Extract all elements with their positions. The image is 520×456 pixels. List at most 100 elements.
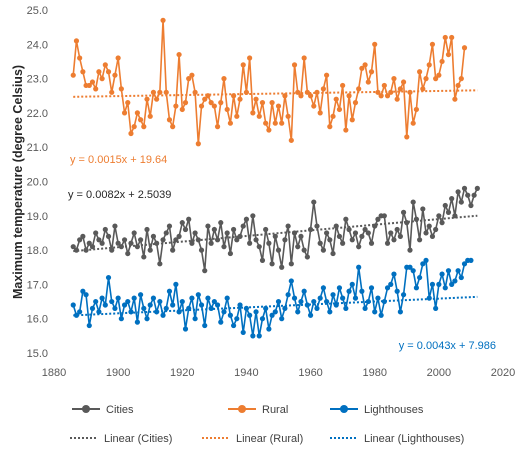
data-point-rural	[413, 106, 420, 113]
data-point-rural	[141, 124, 147, 130]
data-point-cities	[445, 209, 452, 215]
data-point-lighthouses	[160, 312, 166, 318]
data-point-lighthouses	[442, 285, 448, 291]
data-point-cities	[311, 199, 317, 205]
data-point-cities	[263, 226, 269, 233]
data-point-rural	[205, 93, 211, 99]
data-point-rural	[73, 38, 80, 44]
data-point-cities	[250, 213, 256, 219]
data-point-rural	[234, 113, 240, 119]
data-point-lighthouses	[340, 295, 346, 301]
data-point-cities	[112, 223, 118, 229]
data-point-lighthouses	[426, 295, 432, 301]
data-point-rural	[214, 124, 221, 130]
data-point-rural	[89, 79, 96, 85]
data-point-cities	[182, 226, 189, 233]
data-point-cities	[105, 233, 112, 239]
data-point-rural	[80, 69, 86, 75]
series-rural	[70, 17, 468, 147]
data-point-rural	[285, 113, 291, 119]
data-point-rural	[218, 100, 224, 106]
data-point-lighthouses	[125, 298, 131, 305]
data-point-rural	[375, 89, 381, 95]
data-point-lighthouses	[288, 278, 294, 284]
data-point-cities	[317, 240, 323, 246]
data-point-lighthouses	[352, 295, 359, 301]
data-point-rural	[388, 89, 394, 95]
x-tick-label: 1880	[42, 367, 66, 379]
data-point-lighthouses	[214, 302, 221, 308]
data-point-lighthouses	[253, 309, 259, 315]
data-point-lighthouses	[263, 305, 269, 312]
data-point-cities	[397, 233, 403, 239]
data-point-cities	[150, 233, 157, 239]
data-point-cities	[298, 233, 304, 239]
data-point-lighthouses	[279, 316, 285, 322]
data-point-lighthouses	[211, 298, 217, 305]
x-axis-ticks: 1880 1900 1920 1940 1960 1980 2000 2020	[42, 367, 515, 379]
data-point-lighthouses	[375, 295, 381, 301]
data-point-cities	[147, 247, 153, 253]
data-point-cities	[372, 223, 378, 229]
data-point-rural	[70, 72, 76, 78]
data-point-cities	[176, 233, 182, 239]
data-point-lighthouses	[83, 292, 89, 298]
data-point-rural	[343, 127, 349, 133]
data-point-cities	[211, 226, 217, 233]
data-point-lighthouses	[105, 274, 112, 281]
data-point-lighthouses	[198, 302, 205, 308]
data-point-cities	[420, 206, 426, 212]
legend-trendline-label-rural: Linear (Rural)	[236, 433, 303, 445]
data-point-rural	[365, 79, 371, 85]
data-point-lighthouses	[227, 312, 233, 318]
data-point-cities	[449, 196, 455, 202]
data-point-cities	[320, 247, 326, 253]
data-point-rural	[378, 93, 384, 99]
data-point-cities	[205, 223, 211, 229]
trendline-equations: y = 0.0082x + 2.5039 y = 0.0015x + 19.64 y…	[68, 154, 496, 352]
data-point-rural	[336, 106, 343, 113]
data-point-cities	[109, 247, 115, 253]
data-point-cities	[73, 247, 80, 253]
data-point-cities	[465, 192, 471, 198]
y-tick-label: 25.0	[27, 5, 48, 17]
data-point-rural	[121, 110, 128, 116]
data-point-lighthouses	[388, 281, 394, 287]
data-point-lighthouses	[266, 326, 272, 332]
data-point-cities	[413, 216, 420, 222]
legend-trendline-label-lighthouses: Linear (Lighthouses)	[364, 433, 464, 445]
data-point-lighthouses	[131, 295, 137, 301]
data-point-cities	[121, 237, 128, 243]
data-point-rural	[394, 96, 400, 102]
legend-label-cities: Cities	[106, 404, 134, 416]
data-point-cities	[282, 237, 288, 243]
data-point-cities	[218, 220, 224, 226]
data-point-rural	[86, 82, 92, 89]
data-point-rural	[202, 96, 208, 102]
data-point-rural	[208, 100, 214, 106]
data-point-cities	[352, 230, 359, 236]
data-point-cities	[423, 230, 429, 236]
data-point-rural	[368, 69, 375, 75]
data-point-lighthouses	[343, 305, 349, 312]
data-point-rural	[327, 124, 333, 130]
data-point-lighthouses	[195, 292, 201, 298]
data-point-cities	[99, 240, 105, 246]
legend-marker-cities	[82, 405, 90, 413]
data-point-cities	[333, 223, 339, 229]
data-point-rural	[102, 62, 108, 68]
data-point-rural	[224, 106, 230, 113]
data-point-cities	[247, 240, 253, 246]
data-point-cities	[208, 240, 214, 246]
data-point-rural	[256, 113, 262, 119]
data-point-lighthouses	[89, 305, 96, 312]
data-point-rural	[362, 62, 368, 68]
data-point-cities	[279, 264, 285, 270]
data-point-rural	[304, 89, 310, 95]
data-point-lighthouses	[157, 298, 163, 305]
data-point-rural	[247, 55, 253, 61]
trendline-rural	[73, 89, 478, 98]
data-point-rural	[93, 86, 99, 92]
data-point-cities	[330, 250, 336, 257]
data-point-cities	[86, 240, 92, 246]
